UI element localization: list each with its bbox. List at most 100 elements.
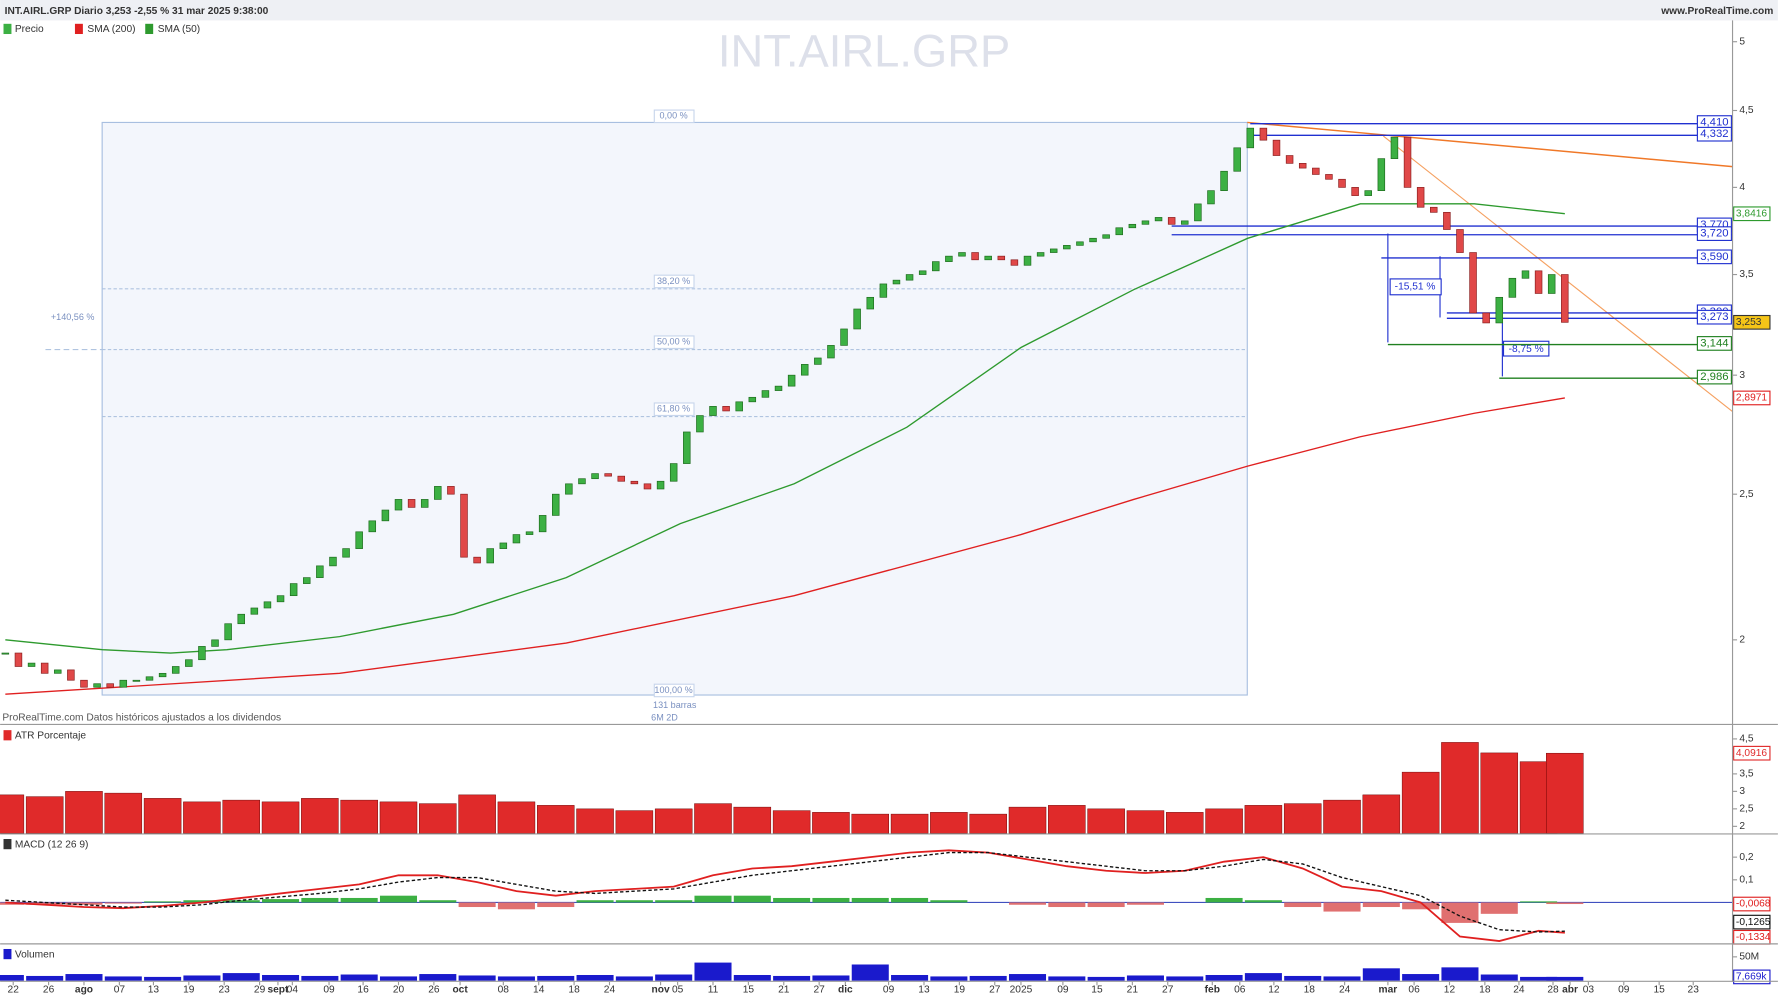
x-tick-label: 19 [183, 984, 195, 995]
candle [447, 486, 455, 495]
x-tick-label: 18 [1479, 984, 1491, 995]
bar [1283, 803, 1322, 834]
histogram-bar [615, 900, 653, 903]
x-tick-label: 11 [708, 984, 719, 995]
bar [65, 791, 103, 834]
macd-last-label: -0,0068 [1736, 899, 1771, 910]
y-tick-label: 2,5 [1739, 489, 1753, 500]
candle [316, 565, 324, 578]
candle [329, 556, 337, 567]
y-tick-label: 5 [1739, 36, 1745, 47]
candle [171, 666, 180, 674]
header-site: www.ProRealTime.com [1660, 6, 1773, 17]
histogram-bar [1205, 897, 1243, 903]
candle [735, 401, 743, 412]
bar [930, 976, 968, 981]
header-bar [0, 0, 1778, 21]
x-tick-label: 27 [813, 984, 825, 995]
candle [1010, 259, 1019, 266]
candle [499, 542, 508, 549]
bar [1362, 968, 1400, 981]
change-label: -8,75 % [1509, 344, 1544, 355]
bar [419, 974, 457, 981]
candle [276, 595, 285, 603]
x-tick-label: abr [1562, 984, 1578, 995]
candle [984, 255, 992, 261]
bar [104, 792, 143, 834]
bar [1480, 752, 1519, 834]
x-tick-label: 09 [1618, 984, 1630, 995]
x-tick-label: 2025 [1010, 984, 1033, 995]
bar [458, 794, 496, 834]
bar [301, 975, 339, 981]
histogram-bar [655, 900, 693, 903]
x-tick-label: 24 [604, 984, 616, 995]
bar [969, 813, 1007, 834]
candle [355, 531, 363, 549]
bar [537, 975, 575, 981]
candle [1456, 229, 1464, 253]
bar [1323, 976, 1361, 981]
x-tick-label: 09 [323, 984, 335, 995]
histogram-bar [812, 897, 850, 903]
bar [1048, 976, 1086, 981]
level-box [1696, 336, 1732, 351]
x-tick-label: 15 [1653, 984, 1665, 995]
bar [1441, 967, 1479, 981]
candle [420, 499, 429, 508]
candle [696, 415, 704, 433]
bar [812, 812, 850, 834]
y-tick-label: 3,5 [1739, 269, 1753, 280]
candle [460, 493, 468, 558]
level-label: 3,720 [1700, 228, 1728, 240]
candle [918, 270, 927, 275]
histogram-bar [1244, 900, 1282, 903]
x-tick-label: 20 [393, 984, 405, 995]
histogram-bar [773, 897, 811, 903]
histogram-bar [1520, 901, 1558, 903]
y-tick-label: 2 [1739, 635, 1745, 646]
bar [930, 812, 968, 834]
histogram-bar [733, 895, 771, 903]
histogram-bar [497, 902, 535, 910]
x-tick-label: mar [1379, 984, 1398, 995]
level-label: 4,332 [1700, 128, 1728, 140]
x-tick-label: 18 [1304, 984, 1316, 995]
fib-label-box [653, 109, 695, 124]
bar [104, 976, 142, 981]
candle [630, 480, 639, 485]
histogram-bar [1402, 902, 1440, 910]
candle [1285, 155, 1294, 164]
candle [237, 613, 245, 625]
bar [890, 813, 929, 834]
x-tick-label: 05 [672, 984, 684, 995]
candle [905, 274, 914, 281]
candle [1390, 136, 1399, 159]
x-tick-label: 21 [778, 984, 790, 995]
candle [866, 296, 874, 310]
panel-title: Volumen [15, 949, 55, 960]
candle [211, 639, 219, 647]
candle [1364, 190, 1372, 196]
legend-label: SMA (200) [87, 24, 135, 35]
candle [604, 473, 612, 477]
level-box [1696, 126, 1732, 142]
candle [853, 308, 861, 330]
candle [1521, 270, 1530, 279]
histogram-bar [183, 900, 221, 903]
candle [892, 279, 901, 285]
bar [1284, 975, 1322, 981]
histogram-bar [851, 897, 889, 903]
bar [143, 798, 182, 834]
bar [222, 973, 260, 981]
bar [261, 801, 300, 834]
bar [458, 975, 496, 981]
candle [289, 583, 298, 597]
frame [0, 20, 1778, 982]
panel-title: MACD (12 26 9) [15, 839, 89, 850]
level-box [1696, 309, 1732, 325]
candle [1141, 220, 1150, 225]
bar [851, 964, 889, 981]
y-tick-label: 3 [1739, 370, 1745, 381]
x-tick-label: ago [75, 984, 93, 995]
